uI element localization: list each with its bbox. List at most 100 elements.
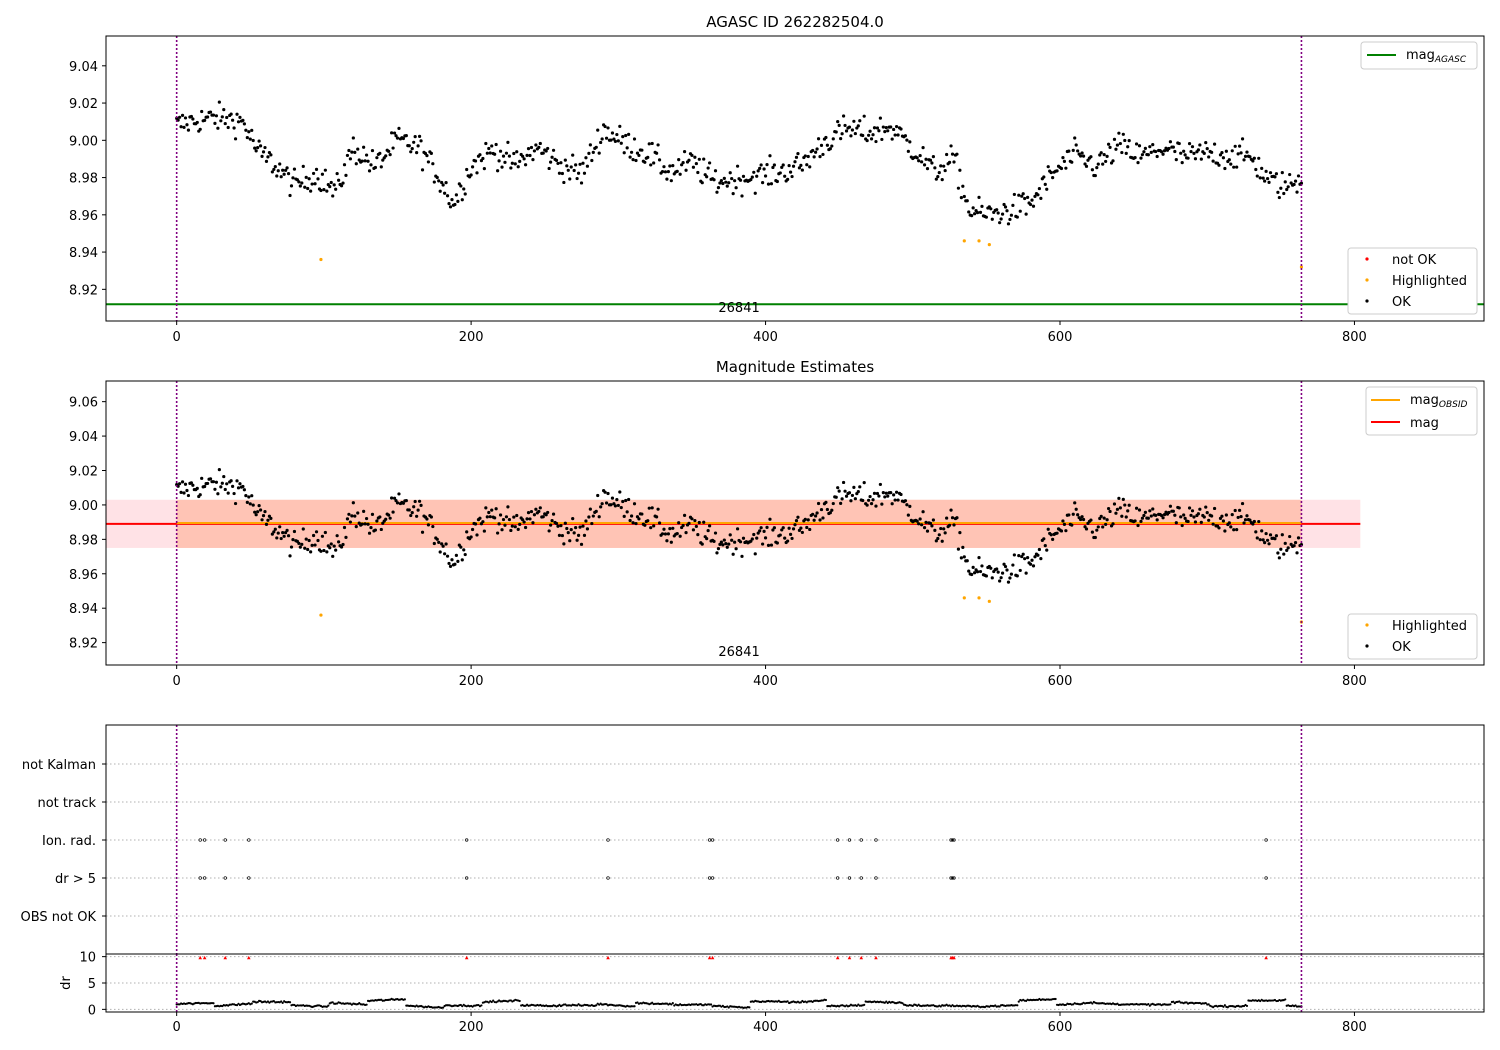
ok-point: [781, 163, 785, 167]
ok-point: [531, 158, 535, 162]
dr-point: [250, 1002, 253, 1005]
ok-point: [1062, 159, 1067, 163]
ok-point: [441, 544, 445, 548]
ok-point: [1171, 145, 1175, 149]
ok-point: [632, 137, 637, 141]
ok-point: [266, 518, 270, 522]
ok-point: [996, 570, 1000, 574]
ok-point: [847, 125, 852, 129]
ok-point: [962, 194, 966, 199]
ok-point: [182, 125, 186, 130]
ok-point: [1257, 519, 1261, 524]
ok-point: [718, 181, 722, 185]
ok-point: [1070, 160, 1074, 164]
ok-point: [646, 519, 650, 523]
ok-point: [272, 530, 276, 534]
ok-point: [1017, 554, 1021, 558]
ok-point: [1003, 564, 1008, 569]
ok-point: [970, 572, 974, 577]
ok-point: [251, 138, 255, 143]
ok-point: [750, 175, 754, 179]
ok-point: [1015, 574, 1019, 578]
dr-point: [709, 1003, 713, 1006]
ok-point: [1190, 509, 1195, 513]
ok-point: [342, 163, 347, 167]
y-tick-label: 9.00: [69, 499, 98, 514]
ok-point: [409, 513, 413, 518]
ok-point: [369, 525, 373, 530]
ok-point: [799, 526, 803, 530]
ok-point: [208, 477, 213, 481]
ok-point: [725, 545, 729, 549]
ok-point: [734, 547, 738, 551]
dr-point: [327, 1004, 330, 1007]
ok-point: [597, 515, 601, 519]
ok-point: [1030, 198, 1034, 202]
ok-point: [258, 144, 263, 148]
ok-point: [1137, 144, 1142, 148]
ok-point: [297, 180, 301, 184]
ok-point: [875, 491, 880, 496]
dr-point: [1222, 1005, 1225, 1008]
dr-flag-points: [198, 955, 1268, 960]
ok-point: [973, 571, 977, 575]
ok-point: [1084, 527, 1089, 531]
ok-point: [292, 167, 297, 171]
ok-point: [1235, 165, 1239, 169]
ok-point: [1133, 519, 1137, 523]
ok-point: [1211, 159, 1215, 163]
ok-point: [783, 536, 787, 540]
ok-point: [815, 147, 819, 151]
ok-point: [462, 548, 466, 552]
ok-point: [1127, 139, 1131, 143]
ok-point: [465, 167, 469, 172]
ok-point: [220, 115, 224, 119]
dr-point: [885, 1000, 888, 1003]
ok-point: [1212, 142, 1217, 146]
ok-point: [1159, 513, 1164, 518]
ok-point: [1224, 149, 1228, 153]
ok-point: [590, 521, 594, 526]
ok-point: [397, 126, 401, 130]
ok-point: [596, 493, 600, 498]
ok-point: [481, 520, 485, 524]
ok-point: [1205, 147, 1209, 151]
ok-point: [191, 117, 195, 121]
ok-point: [791, 164, 796, 168]
ok-point: [1020, 194, 1024, 198]
ok-point: [394, 134, 398, 138]
ok-point: [1074, 507, 1078, 511]
ok-point: [314, 167, 319, 171]
ok-point: [908, 140, 912, 144]
ok-point: [1028, 202, 1033, 207]
ok-point: [1229, 162, 1233, 166]
ok-point: [768, 517, 772, 521]
ok-point: [728, 171, 732, 175]
ok-point: [1283, 541, 1287, 545]
ok-point: [877, 494, 881, 498]
ok-point: [292, 529, 297, 534]
ok-point: [316, 538, 320, 543]
ok-point: [521, 518, 525, 522]
ok-point: [1192, 151, 1196, 155]
flag-point: [836, 876, 840, 880]
ok-point: [1229, 525, 1233, 529]
ok-point: [241, 118, 245, 122]
ok-point: [1187, 142, 1192, 146]
ok-point: [862, 481, 866, 485]
dr-flag-marker: [710, 955, 715, 960]
dr-point: [365, 1003, 368, 1006]
ok-point: [665, 177, 669, 181]
ok-point: [1210, 514, 1214, 518]
panel-dr-frame: [105, 953, 1485, 1013]
ok-point: [896, 498, 900, 502]
ok-point: [722, 538, 726, 542]
ok-point: [267, 150, 272, 155]
ok-point: [282, 172, 286, 176]
ok-point: [691, 165, 696, 169]
ok-point: [1248, 155, 1252, 159]
ok-point: [657, 521, 662, 525]
ok-point: [279, 175, 283, 179]
ok-point: [254, 149, 258, 153]
ok-point: [214, 114, 219, 118]
